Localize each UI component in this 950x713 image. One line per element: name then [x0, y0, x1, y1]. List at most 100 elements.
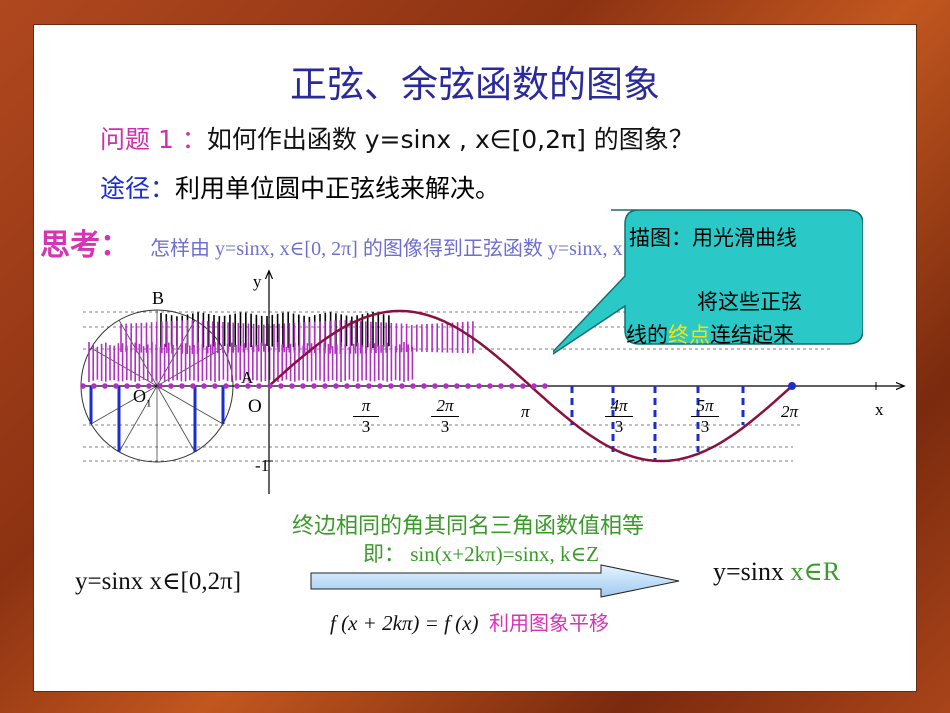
axis-point: [432, 383, 438, 389]
axis-point: [399, 383, 405, 389]
axis-point: [190, 383, 196, 389]
shift-formula-row: f (x + 2kπ) = f (x) 利用图象平移: [330, 607, 609, 636]
axis-point: [531, 383, 537, 389]
axis-point: [91, 383, 97, 389]
left-formula: y=sinx x∈[0,2π]: [75, 568, 242, 595]
axis-point: [410, 383, 416, 389]
axis-point: [245, 383, 251, 389]
question-1: 问题 1 ：如何作出函数 y=sinx , x∈[0,2π] 的图象？: [100, 120, 694, 156]
blue-dashed-lines: [570, 386, 745, 461]
axis-point: [300, 383, 306, 389]
axis-point: [256, 383, 262, 389]
tick-4pi-over-3-den: 3: [605, 416, 633, 437]
right-formula-domain: x∈R: [790, 557, 841, 586]
axis-point: [234, 383, 240, 389]
axis-point: [124, 383, 130, 389]
slide: 正弦、余弦函数的图象 问题 1 ：如何作出函数 y=sinx , x∈[0,2π…: [33, 24, 917, 692]
o1-letter: O: [133, 386, 146, 406]
callout-bubble: [553, 209, 863, 355]
axis-point: [509, 383, 515, 389]
think-question: 怎样由 y=sinx, x∈[0, 2π] 的图像得到正弦函数 y=sinx, …: [150, 238, 731, 260]
axis-point: [102, 383, 108, 389]
axis-point: [366, 383, 372, 389]
axis-point: [465, 383, 471, 389]
neg-one-label: -1: [255, 456, 270, 475]
approach: 途径：利用单位圆中正弦线来解决。: [100, 169, 500, 205]
axis-point: [377, 383, 383, 389]
tick-pi-over-3-num: π: [361, 396, 371, 415]
axis-point: [135, 383, 141, 389]
point-a-label: A: [241, 368, 254, 387]
tick-5pi-over-3-den: 3: [691, 416, 719, 437]
question-1-label: 问题 1 ：: [100, 125, 207, 154]
axis-point: [454, 383, 460, 389]
axis-point: [212, 383, 218, 389]
tick-5pi-over-3-num: 5π: [696, 396, 714, 415]
shift-formula: f (x + 2kπ) = f (x): [330, 611, 479, 635]
axis-point: [520, 383, 526, 389]
y-axis-label: y: [253, 272, 262, 291]
approach-text: 利用单位圆中正弦线来解决。: [175, 174, 501, 203]
axis-point: [267, 383, 273, 389]
origin-o-label: O: [248, 396, 262, 417]
axis-points: [80, 383, 548, 389]
transform-arrow: [310, 564, 680, 598]
axis-point: [146, 383, 152, 389]
axis-point: [344, 383, 350, 389]
callout-highlight: 终点: [668, 323, 710, 347]
same-terminal-text: 终边相同的角其同名三角函数值相等: [292, 514, 645, 539]
tick-2pi: 2π: [781, 402, 799, 421]
callout-line-3-pre: 线的: [626, 323, 668, 347]
origin-o1-label: O1: [133, 386, 152, 410]
axis-point: [157, 383, 163, 389]
axis-point: [322, 383, 328, 389]
callout-line-2: 将这些正弦: [697, 290, 802, 314]
identity-text: 即： sin(x+2kπ)=sinx, k∈Z: [363, 542, 599, 566]
axis-point: [311, 383, 317, 389]
blue-sine-lines: [89, 386, 225, 452]
tick-pi-over-3: π 3: [353, 396, 379, 437]
shift-label: 利用图象平移: [488, 611, 609, 635]
tick-4pi-over-3-num: 4π: [610, 396, 628, 415]
axis-point: [179, 383, 185, 389]
tick-pi-over-3-den: 3: [353, 416, 379, 437]
axis-point: [80, 383, 86, 389]
axis-point: [201, 383, 207, 389]
tick-2pi-over-3-num: 2π: [436, 396, 454, 415]
callout-line-1: 描图：用光滑曲线: [629, 226, 797, 250]
o1-subscript: 1: [146, 397, 152, 410]
callout-line-3: 线的终点连结起来: [626, 319, 794, 349]
axis-point: [113, 383, 119, 389]
axis-point: [443, 383, 449, 389]
axis-point: [223, 383, 229, 389]
end-point: [788, 382, 796, 390]
sine-curve: [268, 309, 793, 463]
sine-line-strokes: [88, 312, 474, 382]
axis-point: [289, 383, 295, 389]
axis-point: [278, 383, 284, 389]
axis-point: [388, 383, 394, 389]
axis-point: [168, 383, 174, 389]
tick-4pi-over-3: 4π 3: [605, 396, 633, 437]
tick-2pi-over-3: 2π 3: [431, 396, 459, 437]
right-formula-main: y=sinx: [713, 557, 791, 586]
axis-point: [476, 383, 482, 389]
question-1-text: 如何作出函数 y=sinx , x∈[0,2π] 的图象？: [206, 125, 694, 154]
tick-pi: π: [521, 402, 530, 421]
point-b-label: B: [152, 288, 165, 308]
approach-label: 途径：: [100, 174, 176, 203]
page-title: 正弦、余弦函数的图象: [290, 63, 660, 106]
axis-point: [355, 383, 361, 389]
axis-point: [487, 383, 493, 389]
x-axis-label: x: [875, 400, 884, 419]
right-formula: y=sinx x∈R: [713, 557, 840, 587]
axis-point: [333, 383, 339, 389]
sine-graph: [80, 24, 917, 494]
tick-2pi-over-3-den: 3: [431, 416, 459, 437]
callout-line-3-post: 连结起来: [710, 323, 794, 347]
axis-point: [498, 383, 504, 389]
axis-point: [421, 383, 427, 389]
tick-5pi-over-3: 5π 3: [691, 396, 719, 437]
think-label: 思考：: [40, 228, 130, 263]
axis-point: [542, 383, 548, 389]
